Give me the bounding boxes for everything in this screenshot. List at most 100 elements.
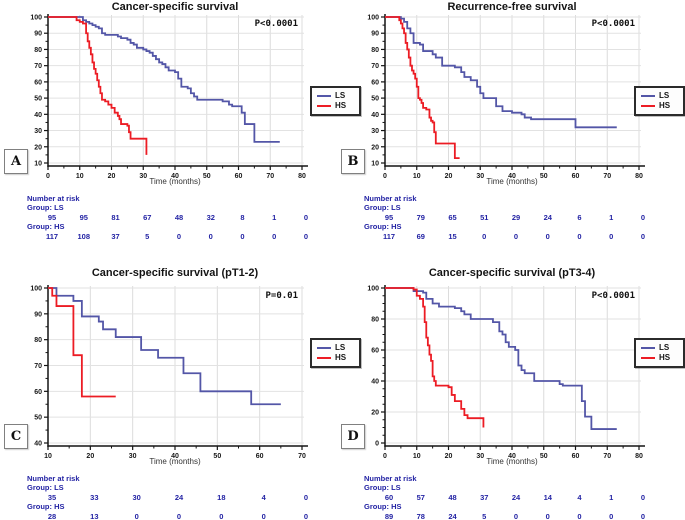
risk-count: 13 <box>90 511 99 520</box>
risk-count: 1 <box>609 492 614 502</box>
risk-count: 69 <box>416 231 425 241</box>
risk-count: 0 <box>513 511 519 520</box>
legend-label-ls: LS <box>659 343 670 352</box>
legend-entry-hs: HS <box>641 101 679 111</box>
risk-table-header: Number at risk <box>364 474 417 483</box>
risk-group-label-hs: Group: HS <box>364 222 402 231</box>
ls-line-swatch <box>641 95 655 97</box>
km-plot-b: 0 10 20 30 40 50 60 70 80 10 20 30 40 50 60 70 80 90 100 <box>367 14 645 180</box>
svg-text:20: 20 <box>34 144 42 151</box>
svg-text:20: 20 <box>445 453 453 460</box>
risk-count: 33 <box>90 492 99 502</box>
legend: LS HS <box>310 338 361 368</box>
svg-text:90: 90 <box>34 311 42 318</box>
risk-count: 0 <box>240 231 245 241</box>
risk-count: 15 <box>448 231 457 241</box>
svg-text:30: 30 <box>476 173 484 180</box>
risk-count: 95 <box>384 212 394 222</box>
km-plot-a: 0 10 20 30 40 50 60 70 80 10 20 30 40 50 60 70 80 90 100 <box>30 14 308 180</box>
svg-text:100: 100 <box>367 15 379 22</box>
svg-text:90: 90 <box>371 31 379 38</box>
risk-count: 0 <box>303 492 309 502</box>
risk-count: 14 <box>543 492 552 502</box>
risk-count: 81 <box>111 212 120 222</box>
risk-count: 60 <box>384 492 394 502</box>
svg-text:80: 80 <box>371 317 379 324</box>
risk-count: 48 <box>174 212 184 222</box>
risk-count: 78 <box>416 511 425 520</box>
risk-count: 5 <box>145 231 150 241</box>
svg-text:40: 40 <box>34 112 42 119</box>
risk-group-label-ls: Group: LS <box>27 483 64 492</box>
svg-text:80: 80 <box>635 453 643 460</box>
panel-letter: D <box>341 424 365 449</box>
km-plot-c: 10 20 30 40 50 60 70 40 50 60 70 80 90 100 <box>30 285 308 460</box>
risk-table-header: Number at risk <box>364 194 417 203</box>
legend-entry-ls: LS <box>641 91 679 101</box>
legend-label-hs: HS <box>335 353 347 362</box>
svg-text:40: 40 <box>508 453 516 460</box>
x-axis-label: Time (months) <box>486 457 538 466</box>
legend-entry-hs: HS <box>317 353 355 363</box>
risk-table: Number at risk Group: LS 95 95 81 67 48 32 8 1 0… <box>0 194 348 244</box>
svg-text:0: 0 <box>383 453 387 460</box>
risk-count: 18 <box>217 492 226 502</box>
svg-text:30: 30 <box>139 173 147 180</box>
svg-text:50: 50 <box>203 173 211 180</box>
risk-count: 67 <box>143 212 152 222</box>
legend: LS HS <box>634 86 685 116</box>
risk-count: 117 <box>45 231 59 241</box>
p-value: P=0.01 <box>265 291 298 301</box>
risk-count: 28 <box>47 511 57 520</box>
risk-count: 0 <box>545 511 550 520</box>
risk-count: 0 <box>303 231 309 241</box>
risk-count: 0 <box>577 511 582 520</box>
risk-count: 35 <box>47 492 57 502</box>
risk-count: 0 <box>640 511 646 520</box>
svg-text:20: 20 <box>86 453 94 460</box>
svg-text:70: 70 <box>603 453 611 460</box>
risk-group-label-hs: Group: HS <box>364 502 402 511</box>
svg-text:60: 60 <box>572 173 580 180</box>
svg-text:40: 40 <box>171 453 179 460</box>
panel-letter: B <box>341 149 365 174</box>
risk-count: 0 <box>272 231 277 241</box>
svg-text:40: 40 <box>508 173 516 180</box>
risk-count: 0 <box>640 231 646 241</box>
svg-text:50: 50 <box>371 96 379 103</box>
ls-line-swatch <box>317 95 331 97</box>
svg-text:0: 0 <box>375 441 379 448</box>
risk-count: 0 <box>303 212 309 222</box>
risk-count: 24 <box>511 492 521 502</box>
svg-text:10: 10 <box>413 173 421 180</box>
risk-table: Number at risk Group: LS 60 57 48 37 24 14 4 1 0… <box>337 474 685 520</box>
risk-count: 0 <box>482 231 487 241</box>
legend-label-hs: HS <box>335 101 347 110</box>
panel-letter: C <box>4 424 28 449</box>
svg-text:100: 100 <box>30 286 42 293</box>
svg-text:30: 30 <box>476 453 484 460</box>
risk-count: 0 <box>513 231 519 241</box>
risk-count: 4 <box>577 492 582 502</box>
legend-entry-hs: HS <box>641 353 679 363</box>
svg-text:70: 70 <box>371 63 379 70</box>
risk-count: 1 <box>609 212 614 222</box>
svg-text:70: 70 <box>298 453 306 460</box>
risk-count: 0 <box>303 511 309 520</box>
panel-letter: A <box>4 149 28 174</box>
svg-text:70: 70 <box>34 363 42 370</box>
svg-text:60: 60 <box>34 389 42 396</box>
svg-text:10: 10 <box>76 173 84 180</box>
svg-text:20: 20 <box>108 173 116 180</box>
svg-text:80: 80 <box>635 173 643 180</box>
risk-count: 37 <box>480 492 489 502</box>
risk-count: 0 <box>609 511 614 520</box>
svg-text:10: 10 <box>34 161 42 168</box>
legend-label-ls: LS <box>335 91 346 100</box>
svg-text:40: 40 <box>171 173 179 180</box>
risk-group-label-hs: Group: HS <box>27 222 65 231</box>
svg-text:90: 90 <box>34 31 42 38</box>
hs-line-swatch <box>317 357 331 359</box>
svg-text:0: 0 <box>46 173 50 180</box>
risk-count: 29 <box>511 212 521 222</box>
